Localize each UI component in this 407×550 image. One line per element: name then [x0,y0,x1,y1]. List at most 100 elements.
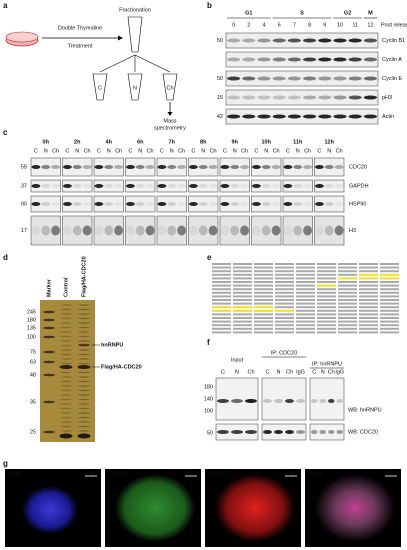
band [271,202,281,206]
band [78,430,90,432]
sequence-block [233,331,252,334]
sequence-block [317,306,336,309]
sequence-block [317,295,336,298]
band [31,184,41,188]
blot [282,179,313,193]
sequence-block [359,317,378,319]
sequence-block [275,327,294,330]
group-label: IP: CDC20 [271,350,297,356]
band [363,114,377,119]
mw-label: 15 [217,95,223,101]
band [220,202,230,206]
band [41,225,51,236]
band [189,202,198,206]
band [77,365,91,369]
band [78,398,90,401]
sequence-block [380,331,399,334]
band [78,362,90,365]
lane-label: Ch [273,148,280,154]
band [303,57,317,62]
blot-label: HSP90 [349,201,366,207]
band [135,202,145,206]
time-label: 8 [308,22,311,28]
lane-label: Ch [84,148,91,154]
blot [125,179,156,193]
band [126,202,135,206]
mw-label: 42 [217,114,223,120]
lane-label: Ch [52,148,59,154]
sequence-block [254,295,273,298]
band [328,399,335,403]
sequence-block [380,299,399,301]
band-label: hnRNPU [101,342,123,348]
sequence-block [233,317,252,319]
band [271,165,281,169]
sequence-block [359,331,378,334]
band [43,326,55,330]
sequence-block [233,309,252,312]
sequence-block [338,320,357,323]
sequence-block [317,277,336,280]
band [311,430,318,434]
blot [188,195,219,213]
band [51,165,60,169]
band [283,202,293,206]
band [60,389,72,392]
band [43,335,55,339]
lane-label: N [235,369,239,375]
sequence-block [296,320,315,323]
band [78,358,90,360]
band [334,184,344,188]
band [94,225,104,236]
band [167,184,177,188]
sequence-block [233,302,252,305]
sequence-block [233,291,252,294]
band [60,326,72,329]
band [82,165,92,169]
band [285,430,294,434]
sequence-block [212,324,231,327]
band [198,165,208,169]
fraction-label: C [98,85,102,91]
band [77,433,91,439]
time-label: 2h [74,139,81,145]
band [287,114,301,119]
band [324,184,334,188]
sequence-block [254,327,273,330]
sequence-block [338,288,357,291]
blot [225,51,379,68]
axis-label: Post release (h) [381,22,407,28]
band [227,38,241,43]
band [135,184,145,188]
band [263,399,272,403]
sequence-block [233,281,252,283]
lane-label: Ch [304,148,311,154]
band [318,57,332,62]
mw-label: 25 [30,429,36,435]
band [78,326,90,329]
time-label: 9h [232,139,239,145]
band [145,202,155,206]
blot-label: Cyclin E [382,76,403,82]
sequence-block [254,281,273,283]
lane-label: N [264,148,268,154]
band [303,95,317,100]
band [114,184,124,188]
sequence-block [317,331,336,334]
cell [315,474,395,542]
band [60,380,72,383]
band [82,225,92,236]
band [274,430,283,434]
band [72,225,82,236]
band [41,165,51,169]
band [60,340,72,342]
band [126,165,135,169]
band [208,184,218,188]
band [245,399,257,403]
time-label: 7h [169,139,176,145]
band [251,225,261,236]
band [60,362,72,365]
lane-label: Ch [286,369,293,375]
band [60,425,72,428]
band [60,385,72,387]
